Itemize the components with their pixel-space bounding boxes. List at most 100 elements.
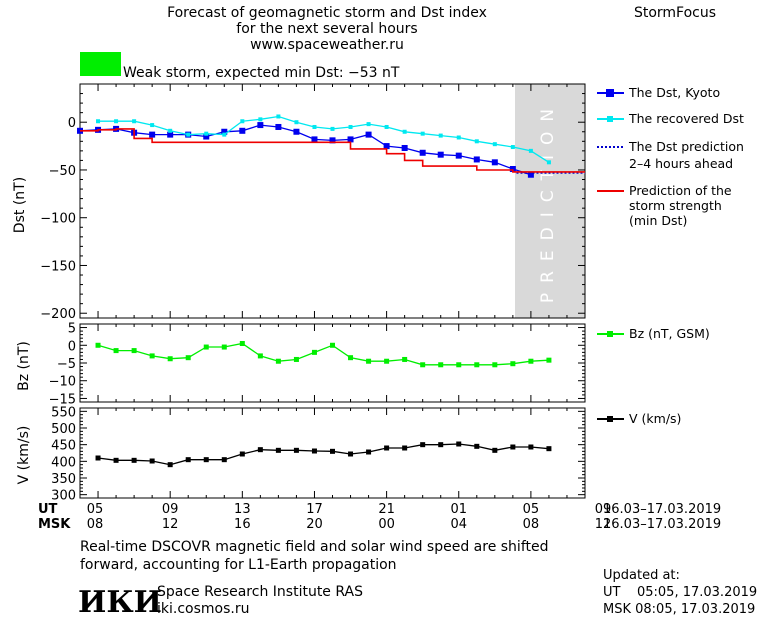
ut-tick-label: 21 (378, 502, 395, 517)
data-point (474, 139, 479, 144)
data-point (168, 128, 173, 133)
data-point (312, 124, 317, 129)
legend-v-label: V (km/s) (629, 411, 681, 426)
msk-tick-label: 00 (378, 517, 395, 532)
v-ylabel: V (km/s) (16, 426, 32, 485)
data-point (492, 362, 498, 368)
institute-link[interactable]: iki.cosmos.ru (157, 601, 249, 617)
legend-item-prediction: The Dst prediction 2–4 hours ahead (597, 139, 744, 171)
data-point (474, 443, 480, 449)
v-y-tick-label: 550 (51, 405, 76, 420)
data-point (275, 123, 282, 130)
data-point (203, 344, 209, 350)
msk-axis-label: MSK (38, 517, 71, 532)
data-point (438, 362, 444, 368)
bz-panel: 5 0 −5 −10 −15 (49, 322, 586, 407)
data-point (546, 446, 552, 452)
v-y-tick-label: 350 (51, 472, 76, 487)
legend-strength-label-3: (min Dst) (629, 213, 687, 228)
data-point (510, 444, 516, 450)
msk-tick-label: 08 (523, 517, 540, 532)
legend-bz-label: Bz (nT, GSM) (629, 326, 710, 341)
dst-ylabel: Dst (nT) (12, 177, 28, 233)
legend-item-bz: Bz (nT, GSM) (597, 326, 710, 341)
ut-tick-label: 05 (523, 502, 540, 517)
data-point (167, 131, 174, 138)
data-point (366, 122, 371, 127)
data-point (239, 127, 246, 134)
data-point (293, 447, 299, 453)
legend-v-marker (607, 416, 613, 422)
data-point (276, 114, 281, 119)
dst-y-tick-label: 0 (68, 116, 76, 131)
ut-date-range: 16.03–17.03.2019 (603, 502, 721, 517)
legend-item-recovered: The recovered Dst (597, 111, 744, 126)
data-point (311, 349, 317, 355)
site-link[interactable]: www.spaceweather.ru (250, 37, 404, 53)
data-point (330, 342, 335, 348)
data-point (186, 132, 191, 137)
msk-tick-label: 12 (595, 517, 612, 532)
data-point (383, 143, 390, 150)
updated-label: Updated at: (603, 568, 680, 583)
prediction-band (515, 84, 585, 318)
msk-tick-label: 16 (234, 517, 251, 532)
data-point (240, 119, 245, 124)
data-point (258, 117, 263, 122)
data-point (546, 357, 552, 363)
data-point (131, 348, 137, 354)
data-point (384, 358, 390, 364)
data-point (167, 462, 173, 468)
legend-strength-label-2: storm strength (629, 198, 722, 213)
series-line (97, 443, 549, 466)
data-point (149, 353, 155, 359)
msk-date-range: 16.03–17.03.2019 (603, 517, 721, 532)
data-point (402, 445, 408, 451)
data-point (348, 124, 353, 129)
data-point (149, 458, 155, 464)
data-point (401, 144, 408, 151)
data-point (204, 131, 209, 136)
legend-strength-label-1: Prediction of the (629, 183, 732, 198)
data-point (311, 136, 318, 143)
data-point (420, 442, 426, 448)
data-point (257, 353, 263, 359)
bz-y-tick-label: 0 (68, 339, 76, 354)
data-point (365, 131, 372, 138)
ut-tick-label: 13 (234, 502, 251, 517)
bz-y-tick-label: −15 (49, 392, 76, 407)
data-point (510, 361, 516, 367)
data-point (347, 136, 354, 143)
data-point (492, 142, 497, 147)
legend-kyoto-marker (606, 89, 614, 97)
data-point (491, 159, 498, 166)
legend-bz-marker (607, 331, 613, 337)
data-point (527, 171, 534, 178)
storm-status-label: Weak storm, expected min Dst: −53 nT (123, 65, 400, 81)
data-point (114, 119, 119, 124)
dst-y-tick-label: −150 (40, 259, 76, 274)
iki-logo: ИКИ (78, 585, 162, 620)
footer-note-line1: Real-time DSCOVR magnetic field and sola… (80, 539, 549, 555)
data-point (384, 445, 390, 451)
data-point (221, 128, 228, 135)
data-point (167, 356, 173, 362)
data-point (329, 137, 336, 144)
data-point (456, 362, 462, 368)
data-point (456, 135, 461, 140)
data-point (203, 133, 210, 140)
data-point (437, 151, 444, 158)
dst-plot-frame (79, 83, 586, 319)
ut-tick-label: 09 (162, 502, 179, 517)
footer-note-line2: forward, accounting for L1-Earth propaga… (80, 557, 397, 573)
chart-title-line1: Forecast of geomagnetic storm and Dst in… (167, 5, 487, 21)
prediction-vertical-label: PREDICTION (538, 99, 558, 303)
data-point (528, 358, 534, 364)
data-point (294, 120, 299, 125)
brand-label: StormFocus (634, 5, 716, 21)
series-line (98, 115, 550, 163)
ut-axis-label: UT (38, 502, 58, 517)
series-line (80, 128, 585, 173)
legend-item-v: V (km/s) (597, 411, 681, 426)
